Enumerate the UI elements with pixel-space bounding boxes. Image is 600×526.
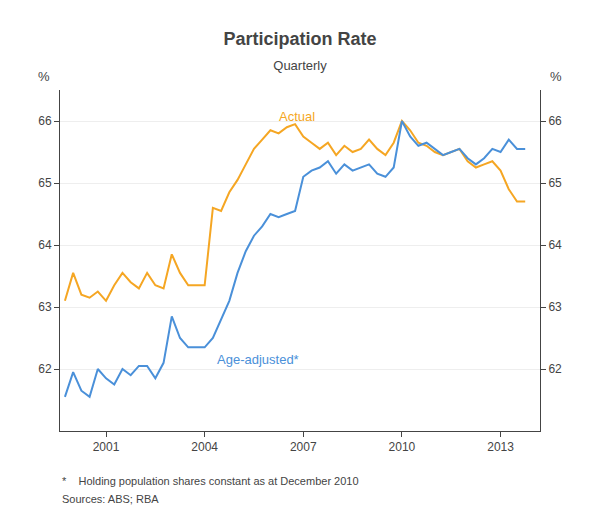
svg-text:2001: 2001 — [93, 440, 120, 454]
svg-text:65: 65 — [38, 176, 52, 190]
svg-text:64: 64 — [548, 238, 562, 252]
svg-text:2004: 2004 — [191, 440, 218, 454]
svg-text:Participation Rate: Participation Rate — [223, 29, 376, 49]
svg-text:62: 62 — [38, 362, 52, 376]
svg-text:66: 66 — [548, 114, 562, 128]
svg-text:Quarterly: Quarterly — [273, 58, 327, 73]
svg-text:2010: 2010 — [389, 440, 416, 454]
svg-text:64: 64 — [38, 238, 52, 252]
svg-text:Sources: ABS; RBA: Sources: ABS; RBA — [62, 493, 159, 505]
svg-text:63: 63 — [38, 300, 52, 314]
svg-text:2007: 2007 — [290, 440, 317, 454]
svg-text:62: 62 — [548, 362, 562, 376]
svg-text:%: % — [38, 69, 50, 84]
svg-text:Actual: Actual — [279, 109, 315, 124]
svg-text:2013: 2013 — [487, 440, 514, 454]
svg-text:* Holding population shares: * Holding population shares constant as … — [62, 475, 359, 487]
svg-text:66: 66 — [38, 114, 52, 128]
svg-text:Age-adjusted*: Age-adjusted* — [217, 352, 299, 367]
svg-text:63: 63 — [548, 300, 562, 314]
svg-text:65: 65 — [548, 176, 562, 190]
svg-text:%: % — [550, 69, 562, 84]
